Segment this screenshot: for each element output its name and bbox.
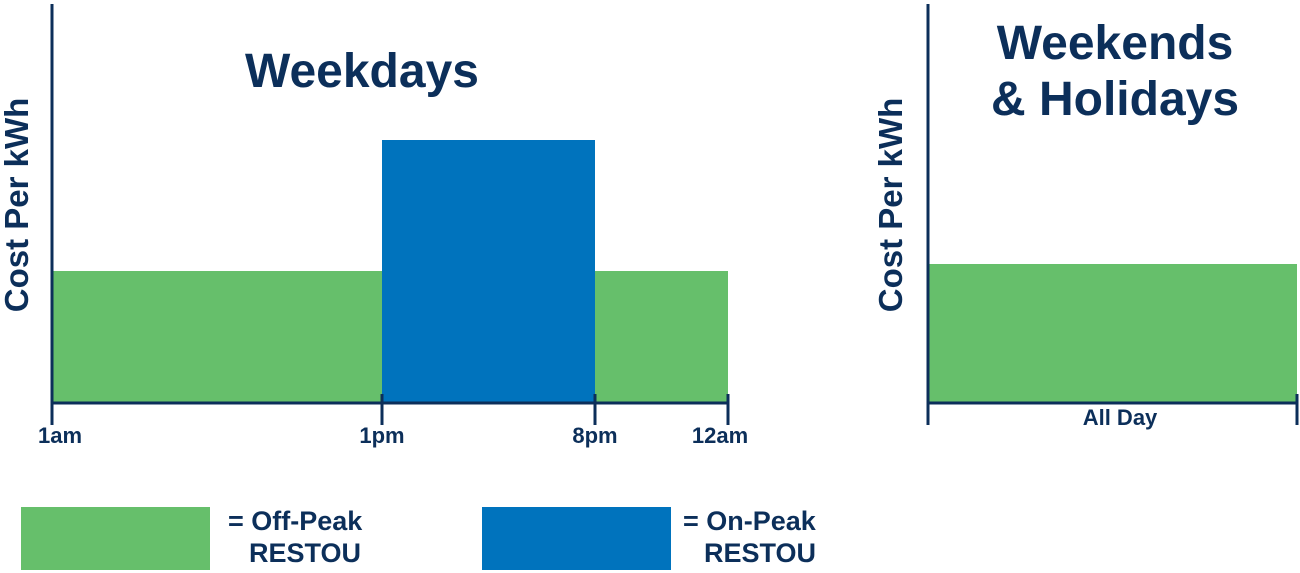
weekends-title-line2: & Holidays (991, 73, 1239, 126)
weekdays-ticks: 1am 1pm 8pm 12am (38, 394, 748, 448)
weekdays-bar-off-peak-0 (52, 271, 382, 403)
rate-charts: Weekdays Cost Per kWh 1am 1pm 8pm 12am Week… (0, 4, 1299, 448)
weekends-title-line1: Weekends (997, 17, 1234, 70)
weekends-ylabel: Cost Per kWh (872, 98, 909, 313)
weekdays-bar-off-peak-2 (595, 271, 728, 403)
weekdays-ylabel: Cost Per kWh (0, 98, 35, 313)
legend-swatch-off-peak (21, 507, 210, 570)
weekdays-bars (52, 140, 728, 403)
weekdays-tick-label-1am: 1am (38, 423, 82, 448)
weekdays-tick-label-1pm: 1pm (359, 423, 404, 448)
weekdays-tick-label-12am: 12am (692, 423, 748, 448)
weekdays-tick-label-8pm: 8pm (572, 423, 617, 448)
legend-on-peak-line2: RESTOU (704, 538, 817, 568)
legend-label-on-peak: = On-Peak RESTOU (683, 505, 816, 569)
weekdays-bar-on-peak-1 (382, 140, 595, 403)
legend-on-peak-line1: = On-Peak (683, 506, 816, 536)
weekdays-title: Weekdays (245, 45, 479, 98)
weekends-bars (928, 264, 1297, 403)
weekends-chart: Weekends & Holidays Cost Per kWh All Day (872, 4, 1299, 430)
weekends-xlabel: All Day (1083, 405, 1158, 430)
weekends-bar-off-peak-0 (928, 264, 1297, 403)
weekdays-chart: Weekdays Cost Per kWh 1am 1pm 8pm 12am (0, 4, 748, 448)
legend-off-peak-line1: = Off-Peak (228, 506, 363, 536)
legend-off-peak-line2: RESTOU (249, 538, 362, 568)
legend-swatch-on-peak (482, 507, 671, 570)
legend-label-off-peak: = Off-Peak RESTOU (228, 505, 362, 569)
